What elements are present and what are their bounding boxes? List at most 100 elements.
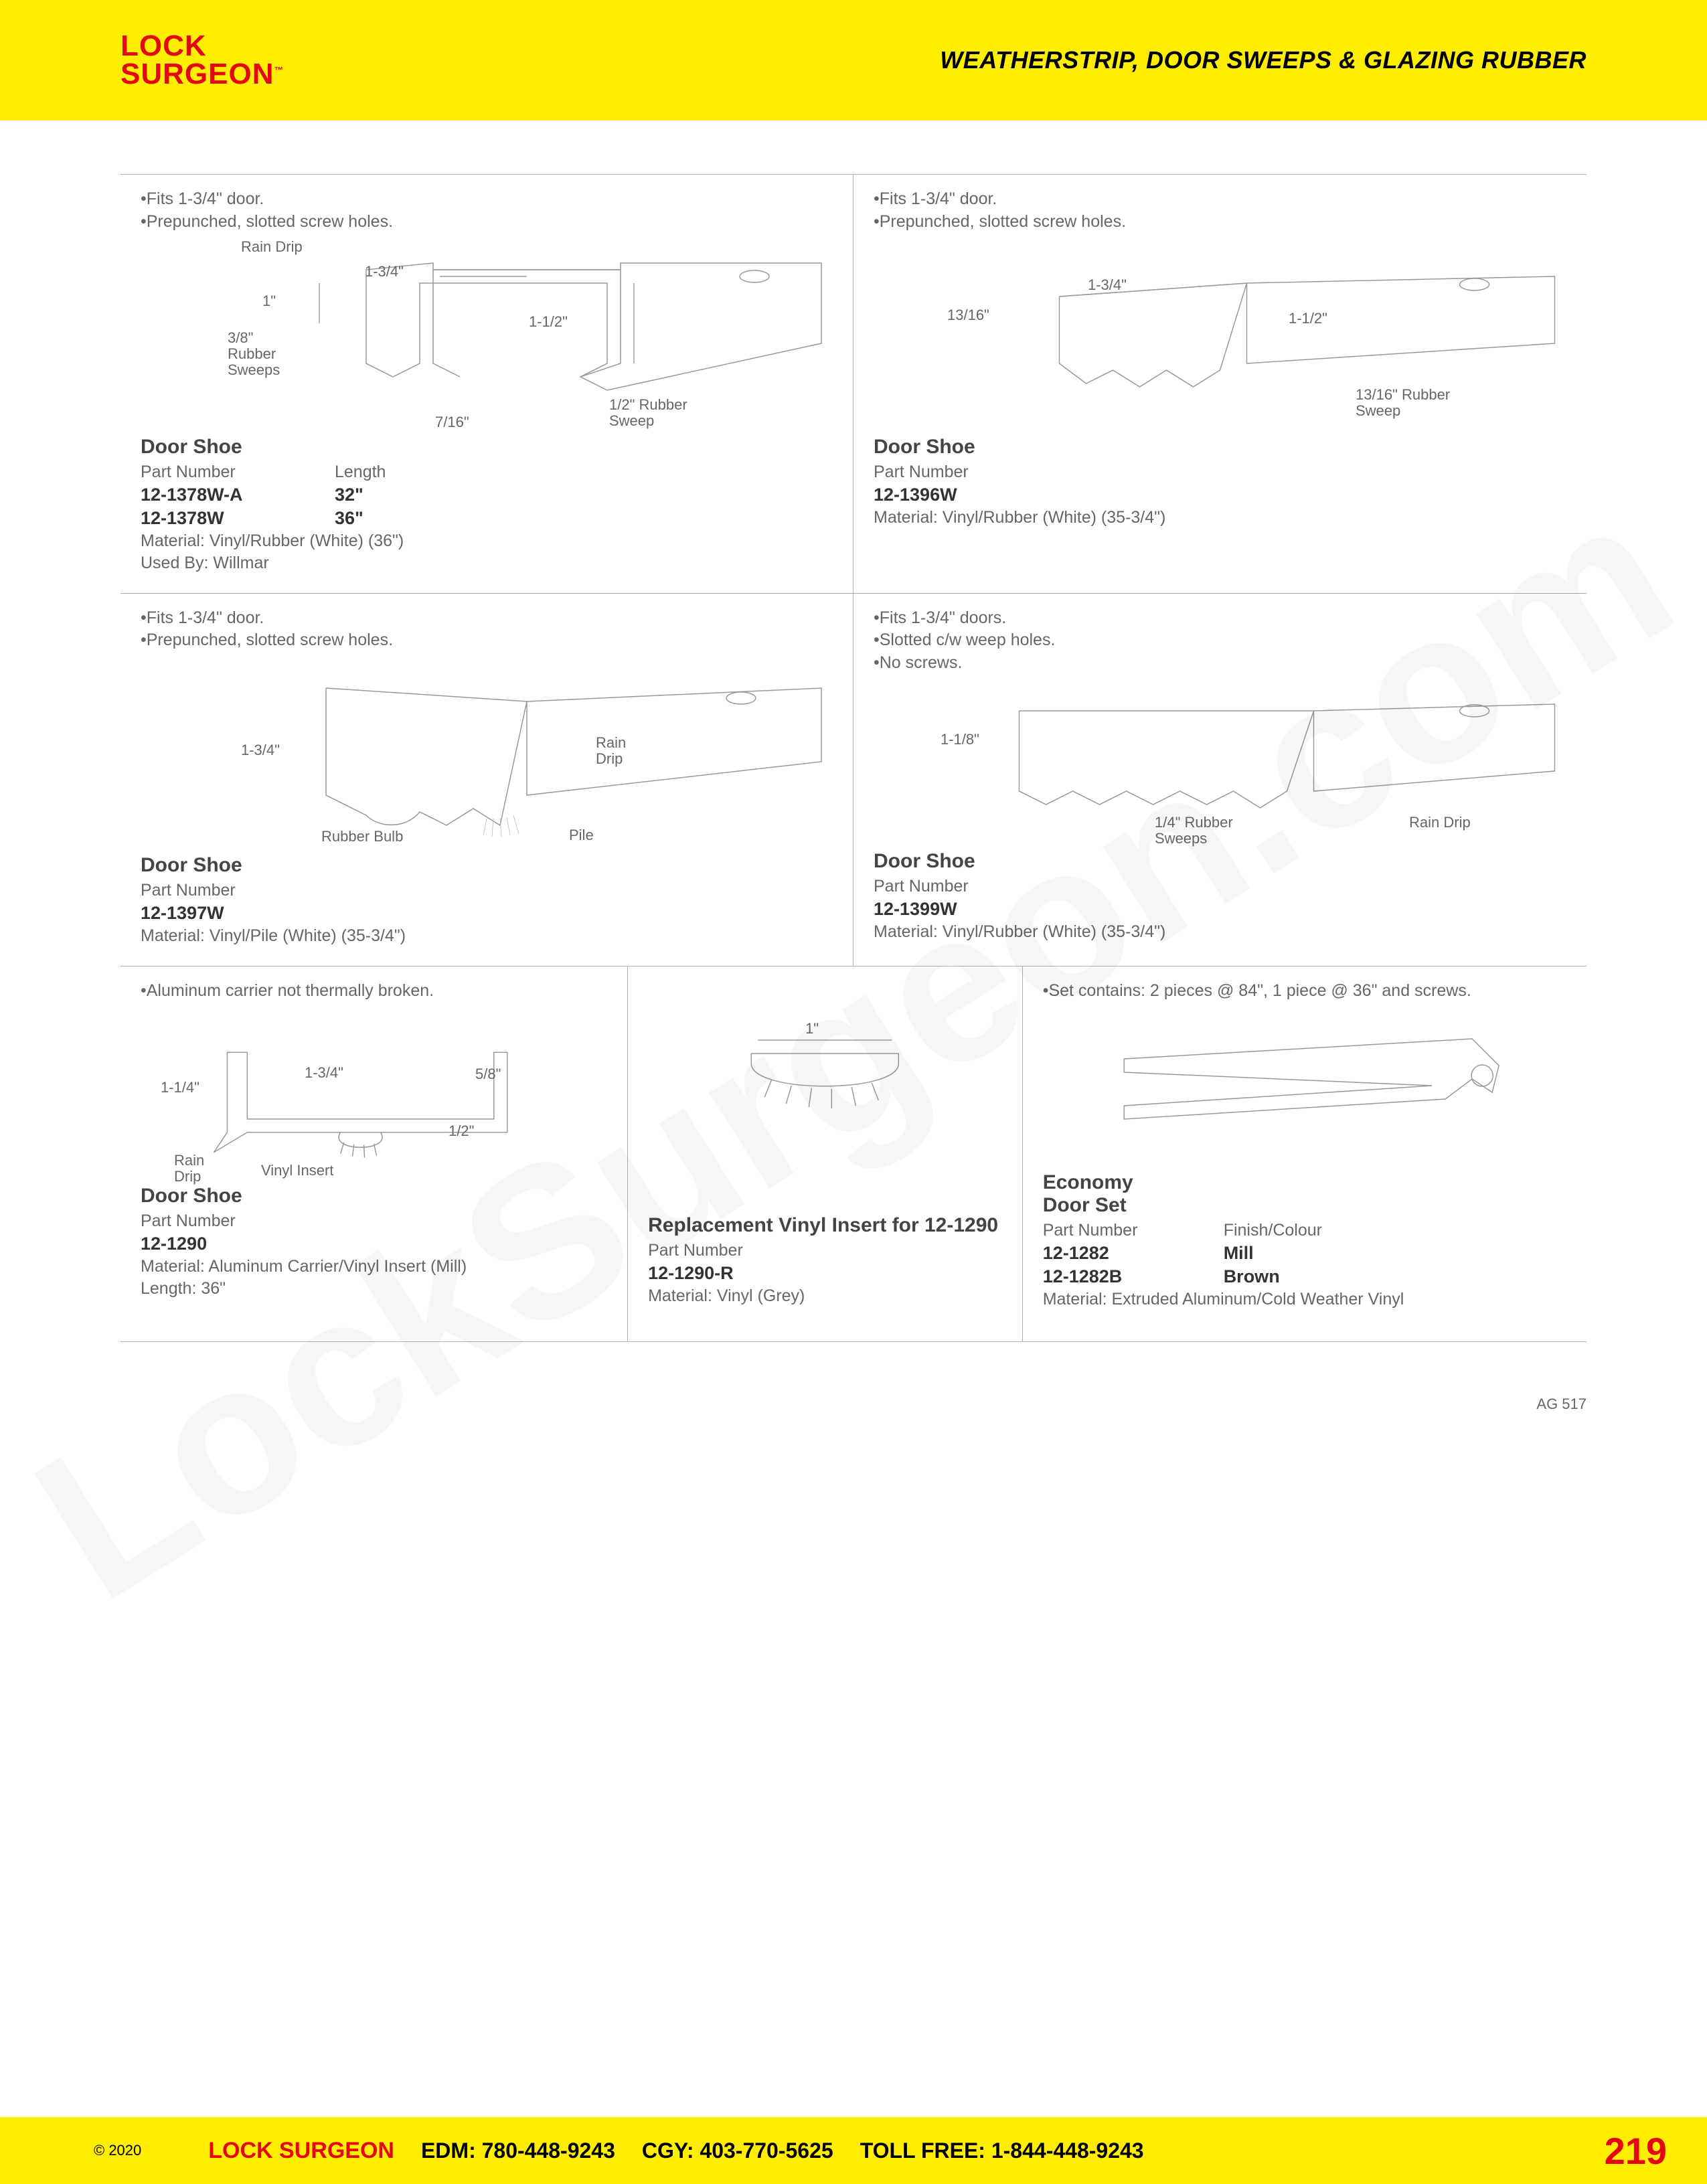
length-value: 36" xyxy=(335,508,386,529)
economy-doorset-diagram xyxy=(1043,1012,1566,1166)
dim-716: 7/16" xyxy=(435,414,469,431)
part-number: 12-1396W xyxy=(874,485,1566,505)
note-line: •Slotted c/w weep holes. xyxy=(874,629,1566,652)
col-header-part: Part Number xyxy=(141,463,288,482)
footer-bar: © 2020 LOCK SURGEON EDM: 780-448-9243 CG… xyxy=(0,2117,1707,2184)
note-line: •Prepunched, slotted screw holes. xyxy=(141,629,833,652)
dim-114: 1-1/4" xyxy=(161,1079,199,1096)
page-category-title: WEATHERSTRIP, DOOR SWEEPS & GLAZING RUBB… xyxy=(940,46,1587,74)
vinyl-insert-diagram xyxy=(648,980,1002,1167)
length-line: Length: 36" xyxy=(141,1279,607,1298)
diagram: 13/16" 1-3/4" 1-1/2" 13/16" Rubber Sweep xyxy=(874,243,1566,430)
note-line: •Prepunched, slotted screw holes. xyxy=(874,211,1566,234)
material-line: Material: Vinyl/Pile (White) (35-3/4") xyxy=(141,926,833,946)
part-number: 12-1378W-A xyxy=(141,485,288,505)
brand-logo: LOCK SURGEON™ xyxy=(120,32,284,88)
material-line: Material: Vinyl (Grey) xyxy=(648,1286,1002,1306)
length-value: 32" xyxy=(335,485,386,505)
logo-line1: LOCK xyxy=(120,32,284,60)
logo-line2-text: SURGEON xyxy=(120,58,274,90)
product-title: Door Shoe xyxy=(874,850,1566,873)
product-notes: •Fits 1-3/4" door. •Prepunched, slotted … xyxy=(141,188,833,234)
note-line: •Fits 1-3/4" doors. xyxy=(874,607,1566,630)
col-header-part: Part Number xyxy=(1043,1221,1177,1240)
note-line: •No screws. xyxy=(874,652,1566,675)
product-notes: •Fits 1-3/4" door. •Prepunched, slotted … xyxy=(874,188,1566,234)
part-headers: Part Number 12-1282 12-1282B Finish/Colo… xyxy=(1043,1217,1566,1287)
product-cell-5: •Aluminum carrier not thermally broken. … xyxy=(120,967,628,1341)
product-title: Economy Door Set xyxy=(1043,1171,1566,1217)
product-cell-7: •Set contains: 2 pieces @ 84", 1 piece @… xyxy=(1023,967,1587,1341)
part-number: 12-1397W xyxy=(141,903,833,924)
label-vinyl-insert: Vinyl Insert xyxy=(261,1163,333,1179)
label-rain-drip: Rain Drip xyxy=(174,1153,204,1185)
product-cell-3: •Fits 1-3/4" door. •Prepunched, slotted … xyxy=(120,594,854,967)
material-line: Material: Vinyl/Rubber (White) (35-3/4") xyxy=(874,508,1566,527)
col-header-length: Length xyxy=(335,463,386,482)
note-line: •Set contains: 2 pieces @ 84", 1 piece @… xyxy=(1043,980,1566,1003)
footer-cgy: CGY: 403-770-5625 xyxy=(642,2138,833,2163)
product-cell-1: •Fits 1-3/4" door. •Prepunched, slotted … xyxy=(120,175,854,594)
diagram: 1-1/8" 1/4" Rubber Sweeps Rain Drip xyxy=(874,684,1566,845)
product-title: Door Shoe xyxy=(141,854,833,877)
dim-134: 1-3/4" xyxy=(365,263,404,280)
material-line: Material: Extruded Aluminum/Cold Weather… xyxy=(1043,1290,1566,1309)
material-line: Material: Vinyl/Rubber (White) (36") xyxy=(141,531,833,551)
col-header-part: Part Number xyxy=(141,881,833,900)
label-rain-drip: Rain Drip xyxy=(241,239,303,255)
label-rubber-sweep: 13/16" Rubber Sweep xyxy=(1356,387,1450,419)
footer-brand: LOCK SURGEON xyxy=(208,2138,394,2164)
product-row-3: •Aluminum carrier not thermally broken. … xyxy=(120,967,1587,1342)
usedby-line: Used By: Willmar xyxy=(141,554,833,573)
product-notes: •Fits 1-3/4" door. •Prepunched, slotted … xyxy=(141,607,833,653)
copyright: © 2020 xyxy=(94,2142,141,2159)
note-line: •Fits 1-3/4" door. xyxy=(141,188,833,211)
label-pile: Pile xyxy=(569,827,594,843)
product-title: Door Shoe xyxy=(141,1185,607,1207)
product-grid: •Fits 1-3/4" door. •Prepunched, slotted … xyxy=(120,174,1587,967)
col-header-finish: Finish/Colour xyxy=(1224,1221,1322,1240)
part-number: 12-1290 xyxy=(141,1234,607,1254)
product-cell-6: 1" Replacement Vinyl Insert for 12-1290 … xyxy=(628,967,1023,1341)
content-area: •Fits 1-3/4" door. •Prepunched, slotted … xyxy=(0,120,1707,1362)
product-notes: •Fits 1-3/4" doors. •Slotted c/w weep ho… xyxy=(874,607,1566,675)
dim-1316: 13/16" xyxy=(947,307,989,324)
note-line: •Fits 1-3/4" door. xyxy=(141,607,833,630)
page-number: 219 xyxy=(1605,2129,1667,2173)
part-number: 12-1282 xyxy=(1043,1243,1177,1264)
diagram: 1-3/4" Rain Drip Rubber Bulb Pile xyxy=(141,661,833,849)
dim-12: 1/2" xyxy=(449,1122,474,1140)
col-header-part: Part Number xyxy=(874,877,1566,896)
product-notes: •Aluminum carrier not thermally broken. xyxy=(141,980,607,1003)
door-shoe-diagram-5 xyxy=(141,1012,607,1179)
part-number: 12-1290-R xyxy=(648,1263,1002,1284)
diagram xyxy=(1043,1012,1566,1166)
diagram: 1-1/4" 1-3/4" 5/8" 1/2" Rain Drip Vinyl … xyxy=(141,1012,607,1179)
product-cell-2: •Fits 1-3/4" door. •Prepunched, slotted … xyxy=(854,175,1587,594)
header-bar: LOCK SURGEON™ WEATHERSTRIP, DOOR SWEEPS … xyxy=(0,0,1707,120)
ag-code: AG 517 xyxy=(0,1362,1707,1413)
label-half-sweep: 1/2" Rubber Sweep xyxy=(609,397,687,429)
finish-value: Mill xyxy=(1224,1243,1322,1264)
logo-tm: ™ xyxy=(274,64,284,75)
dim-58: 5/8" xyxy=(475,1066,501,1083)
dim-134: 1-3/4" xyxy=(1088,276,1127,294)
dim-112: 1-1/2" xyxy=(1289,310,1327,327)
dim-112: 1-1/2" xyxy=(529,313,568,331)
label-rubber-sweeps: 1/4" Rubber Sweeps xyxy=(1155,815,1233,847)
label-rubber-bulb: Rubber Bulb xyxy=(321,829,403,845)
note-line: •Fits 1-3/4" door. xyxy=(874,188,1566,211)
diagram: Rain Drip 1" 1-3/4" 1-1/2" 3/8" Rubber S… xyxy=(141,243,833,430)
footer-edm: EDM: 780-448-9243 xyxy=(421,2138,615,2163)
dim-118: 1-1/8" xyxy=(941,731,979,748)
dim-134: 1-3/4" xyxy=(305,1064,343,1082)
col-header-part: Part Number xyxy=(874,463,1566,482)
material-line: Material: Vinyl/Rubber (White) (35-3/4") xyxy=(874,922,1566,942)
label-rubber-sweeps: 3/8" Rubber Sweeps xyxy=(228,330,280,379)
col-header-part: Part Number xyxy=(141,1211,607,1231)
dim-1in: 1" xyxy=(805,1020,819,1037)
part-number: 12-1282B xyxy=(1043,1266,1177,1287)
logo-line2: SURGEON™ xyxy=(120,60,284,88)
finish-value: Brown xyxy=(1224,1266,1322,1287)
note-line: •Aluminum carrier not thermally broken. xyxy=(141,980,607,1003)
